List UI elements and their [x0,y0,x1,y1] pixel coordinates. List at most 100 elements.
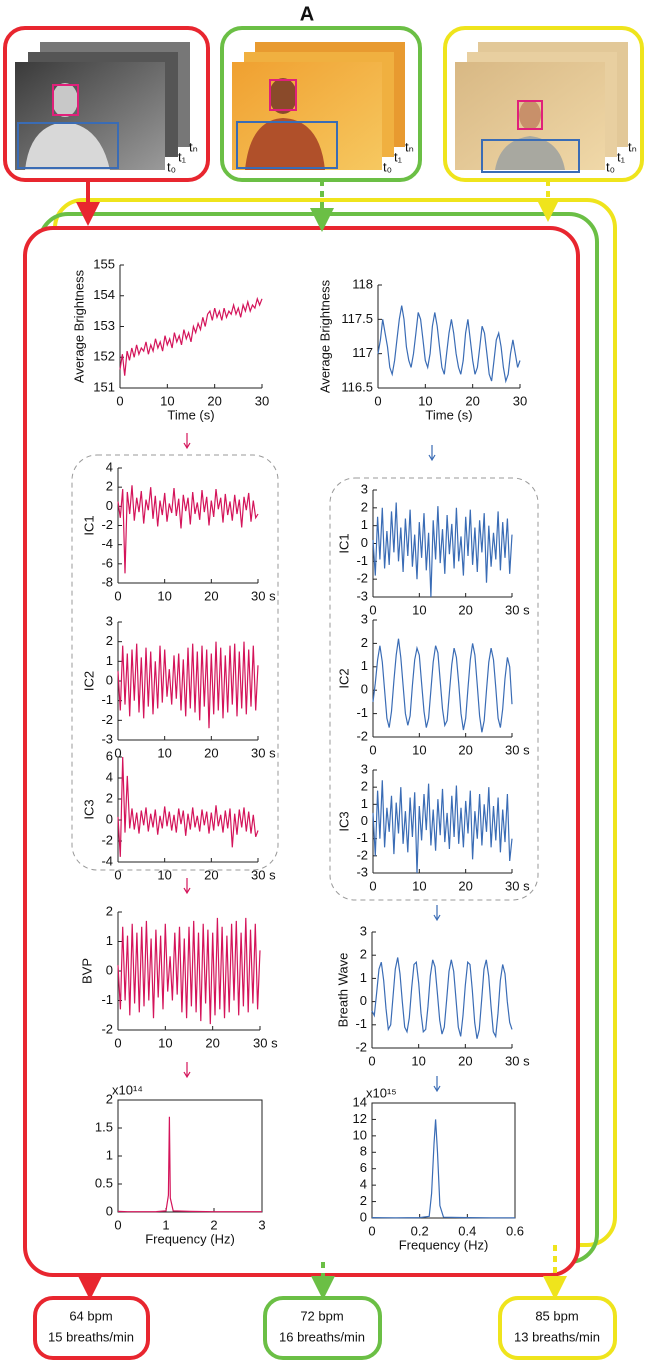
y-tick-label: -1 [101,692,113,707]
x-tick-label: 30 s [253,1035,278,1050]
y-tick-label: 2 [106,633,113,648]
signal-line [117,1116,262,1213]
y-tick-label: 117 [352,345,373,360]
video-frame: t₀ t₁ tₙ [3,26,210,182]
y-tick-label: 1 [360,970,367,985]
signal-line [371,957,513,1039]
y-tick-label: -2 [101,832,113,847]
y-tick-label: 154 [93,287,115,302]
x-tick-label: 0.4 [458,1223,476,1238]
y-tick-label: 6 [360,1160,367,1175]
y-tick-label: 3 [360,923,367,938]
x-tick-label: 30 [513,393,527,408]
y-axis-label: Average Brightness [71,269,86,383]
y-tick-label: 116.5 [341,379,373,394]
x-tick-label: 0 [114,867,121,882]
y-tick-label: 153 [93,318,115,333]
y-tick-label: -3 [101,731,113,746]
step-arrow [428,445,441,1093]
x-tick-label: 1 [162,1217,169,1232]
y-tick-label: 2 [106,790,113,805]
y-tick-label: -2 [356,571,368,586]
x-tick-label: 0.6 [506,1223,524,1238]
x-tick-label: 0 [369,878,376,893]
result-box: 72 bpm 16 breaths/min [263,1296,382,1360]
x-tick-label: 20 [204,588,218,603]
y-tick-label: 0 [361,535,368,550]
step-arrow [183,433,191,1079]
x-tick-label: 30 s [251,745,276,760]
heart-rate: 64 bpm [69,1308,112,1323]
time-label: tₙ [189,139,198,154]
red-frame [23,226,580,1277]
y-tick-label: 0 [360,993,367,1008]
x-tick-label: 10 [412,742,426,757]
x-axis-label: Frequency (Hz) [399,1237,489,1252]
signal-line [117,641,259,729]
y-axis-label: IC2 [81,671,96,691]
axis-multiplier: x10¹⁴ [112,1082,143,1097]
x-tick-label: 0.2 [411,1223,429,1238]
y-tick-label: -3 [356,588,368,603]
x-tick-label: 0 [116,393,123,408]
time-label: tₙ [628,139,637,154]
signal-line [117,917,261,1025]
x-tick-label: 20 [204,745,218,760]
y-tick-label: 3 [361,611,368,626]
y-tick-label: -4 [101,853,113,868]
y-axis-label: IC2 [336,668,351,688]
signal-line [117,756,259,857]
y-tick-label: -1 [356,705,368,720]
y-tick-label: 0 [360,1209,367,1224]
video-frame: t₀ t₁ tₙ [443,26,644,182]
y-tick-label: -2 [356,728,368,743]
y-tick-label: 12 [353,1111,367,1126]
y-tick-label: 3 [361,761,368,776]
y-axis-label: Breath Wave [335,953,350,1028]
x-tick-label: 0 [368,1053,375,1068]
signal-line [119,296,263,376]
y-tick-label: 1.5 [95,1119,113,1134]
x-tick-label: 30 s [505,742,530,757]
x-tick-label: 10 [411,1053,425,1068]
y-tick-label: -6 [101,555,113,570]
y-tick-label: 10 [353,1127,367,1142]
y-axis-label: BVP [79,958,94,984]
y-tick-label: 155 [93,256,115,271]
y-tick-label: 117.5 [341,311,373,326]
y-tick-label: 0 [361,813,368,828]
x-tick-label: 0 [114,1035,121,1050]
x-tick-label: 0 [374,393,381,408]
y-tick-label: 1 [361,517,368,532]
x-tick-label: 0 [369,602,376,617]
signal-line [372,780,513,874]
x-tick-label: 30 s [505,878,530,893]
x-tick-label: 20 [458,1053,472,1068]
y-tick-label: -2 [101,712,113,727]
y-tick-label: 4 [106,769,113,784]
x-tick-label: 30 s [505,602,530,617]
x-tick-label: 30 s [505,1053,530,1068]
y-tick-label: 1 [106,933,113,948]
signal-line [372,502,513,598]
x-tick-label: 20 [458,602,472,617]
x-tick-label: 10 [412,878,426,893]
y-axis-label: IC1 [336,533,351,553]
panel-letter: A [300,3,314,25]
y-tick-label: 2 [361,635,368,650]
ica-box [71,454,279,871]
y-axis-label: IC3 [336,811,351,831]
y-tick-label: 2 [361,779,368,794]
y-tick-label: -2 [101,517,113,532]
breath-rate: 13 breaths/min [514,1329,600,1344]
y-tick-label: 0 [106,1203,113,1218]
y-tick-label: -2 [356,847,368,862]
x-tick-label: 10 [157,588,171,603]
x-axis-label: Frequency (Hz) [145,1231,235,1246]
time-label: t₁ [617,149,626,164]
x-tick-label: 30 s [251,588,276,603]
x-tick-label: 2 [210,1217,217,1232]
time-label: t₀ [383,159,392,174]
y-tick-label: 2 [361,499,368,514]
y-tick-label: -1 [356,553,368,568]
